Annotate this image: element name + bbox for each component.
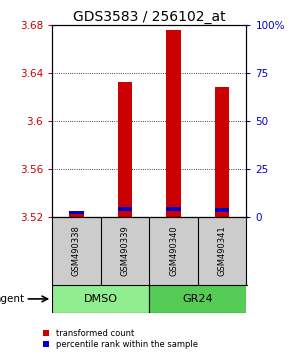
Text: GSM490340: GSM490340 [169,225,178,276]
Text: DMSO: DMSO [84,294,118,304]
Bar [166,30,181,217]
Bar [69,211,84,215]
FancyBboxPatch shape [52,285,149,313]
Title: GDS3583 / 256102_at: GDS3583 / 256102_at [73,10,226,24]
Text: GR24: GR24 [183,294,213,304]
Bar [215,87,229,217]
Text: GSM490341: GSM490341 [218,225,227,276]
Text: agent: agent [0,294,24,304]
FancyBboxPatch shape [149,285,246,313]
Bar [215,209,229,212]
Bar [69,212,84,217]
Text: GSM490339: GSM490339 [121,225,130,276]
Bar [118,82,132,217]
Bar [166,207,181,211]
Bar [118,207,132,211]
Text: GSM490338: GSM490338 [72,225,81,276]
Legend: transformed count, percentile rank within the sample: transformed count, percentile rank withi… [42,328,199,350]
